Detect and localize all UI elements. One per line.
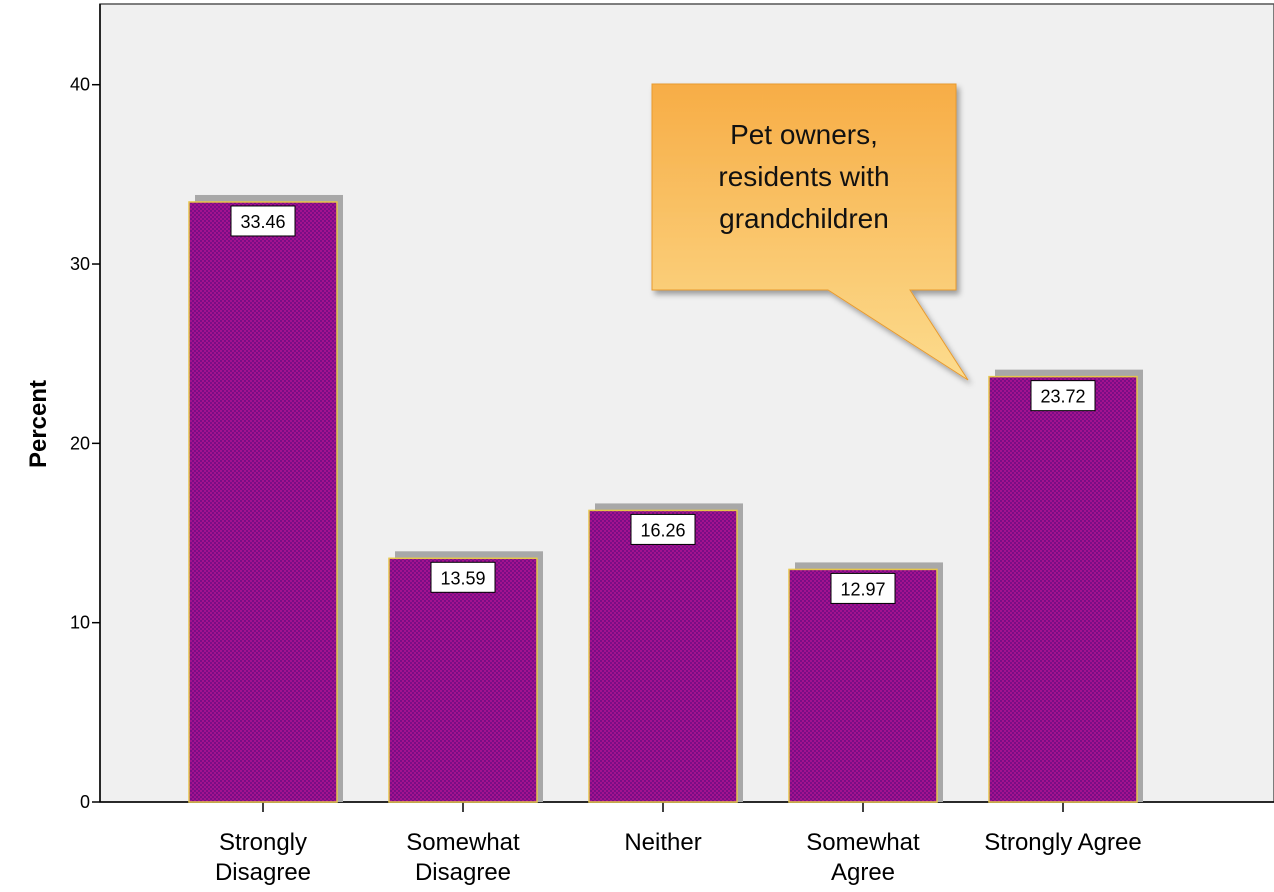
- callout-text: Pet owners,: [730, 119, 878, 150]
- y-tick-label: 40: [70, 75, 90, 95]
- x-tick-label: Strongly: [219, 829, 307, 856]
- y-tick-label: 0: [80, 792, 90, 812]
- y-tick-label: 30: [70, 254, 90, 274]
- bar: [588, 509, 738, 803]
- data-label: 23.72: [1040, 387, 1085, 407]
- data-label-box: [1030, 380, 1096, 412]
- data-label: 13.59: [440, 568, 485, 588]
- y-axis-title: Percent: [25, 380, 52, 468]
- x-tick-label: Disagree: [415, 859, 511, 886]
- x-tick-label: Strongly Agree: [984, 829, 1141, 856]
- y-tick-label: 10: [70, 613, 90, 633]
- bar: [788, 568, 938, 803]
- data-label-box: [430, 561, 496, 593]
- y-tick-label: 20: [70, 433, 90, 453]
- x-tick-label: Neither: [624, 829, 701, 856]
- y-axis: 0 10 20 30 40: [70, 4, 101, 812]
- data-label-box: [630, 513, 696, 545]
- data-label-box: [830, 572, 896, 604]
- bar: [188, 201, 338, 803]
- x-tick-label: Somewhat: [806, 829, 920, 856]
- callout-text: residents with: [718, 161, 889, 192]
- callout-shape: [651, 83, 969, 381]
- data-label: 12.97: [840, 579, 885, 599]
- annotation-callout: Pet owners, residents with grandchildren: [651, 83, 969, 381]
- x-tick-label: Agree: [831, 859, 895, 886]
- bar-series: [188, 194, 1143, 803]
- data-label: 16.26: [640, 520, 685, 540]
- x-tick-label: Somewhat: [406, 829, 520, 856]
- bar: [388, 557, 538, 803]
- bar: [988, 375, 1138, 803]
- x-axis: Strongly Disagree Somewhat Disagree Neither S…: [100, 801, 1274, 886]
- data-label: 33.46: [240, 212, 285, 232]
- callout-text: grandchildren: [719, 203, 889, 234]
- x-tick-label: Disagree: [215, 859, 311, 886]
- data-label-box: [230, 205, 296, 237]
- data-labels: 33.46 13.59 16.26 12.97 23.72: [230, 205, 1096, 604]
